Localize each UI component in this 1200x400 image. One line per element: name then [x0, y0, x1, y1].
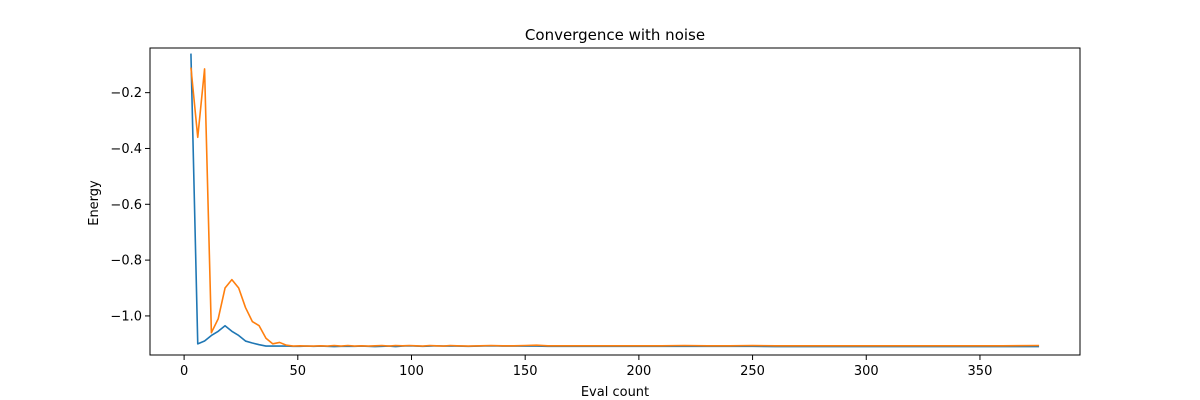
x-tick-label: 0 [180, 364, 188, 379]
plot-frame [149, 47, 1081, 356]
y-tick-label: −0.2 [110, 86, 142, 101]
x-tick-label: 50 [290, 364, 307, 379]
x-tick-label: 150 [513, 364, 538, 379]
x-axis-label: Eval count [581, 385, 649, 400]
y-tick-label: −1.0 [110, 309, 142, 324]
x-tick-label: 250 [740, 364, 765, 379]
axes: 0 50 100 150 200 250 300 350 −1.0 −0.8 −0.6 −0.4 −0.… [110, 47, 1081, 379]
y-tick-label: −0.6 [110, 198, 142, 213]
y-axis-label: Energy [87, 180, 102, 226]
x-tick-label: 350 [968, 364, 993, 379]
series-group [190, 53, 1040, 348]
x-tick-label: 100 [399, 364, 424, 379]
plot-area [190, 53, 1040, 348]
x-tick-label: 200 [626, 364, 651, 379]
series-line-2 [190, 67, 1040, 347]
y-tick-label: −0.8 [110, 254, 142, 269]
y-tick-label: −0.4 [110, 142, 142, 157]
series-line-1 [190, 53, 1040, 348]
x-tick-label: 300 [854, 364, 879, 379]
chart-title: Convergence with noise [525, 26, 705, 44]
